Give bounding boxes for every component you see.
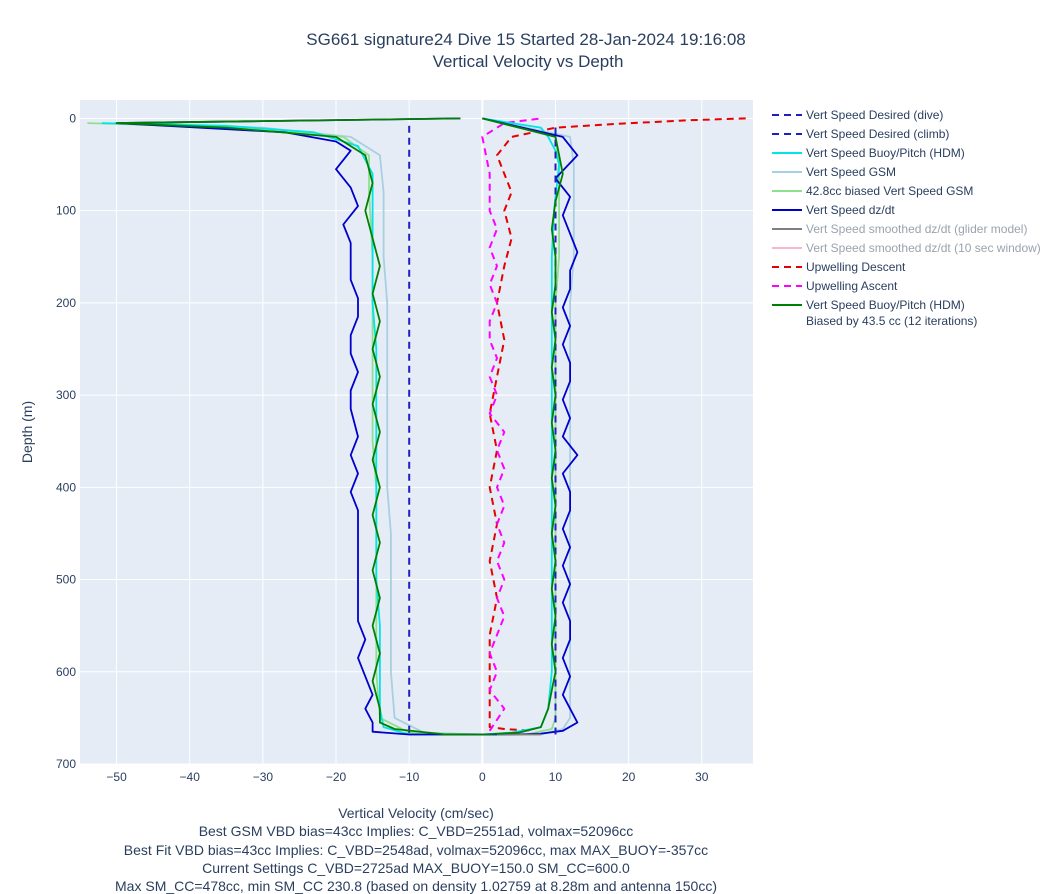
- x-tick-label: −40: [180, 770, 201, 784]
- legend-label: Vert Speed dz/dt: [806, 203, 895, 217]
- legend-item-upwelling-descent[interactable]: Upwelling Descent: [772, 260, 906, 274]
- chart-title: SG661 signature24 Dive 15 Started 28-Jan…: [306, 30, 745, 49]
- legend-label: Upwelling Descent: [806, 260, 906, 274]
- legend-item-vert-speed-smoothed-dz-dt-glider-model[interactable]: Vert Speed smoothed dz/dt (glider model): [772, 222, 1027, 236]
- legend-label: Vert Speed GSM: [806, 165, 896, 179]
- note-line-1: Best GSM VBD bias=43cc Implies: C_VBD=25…: [199, 823, 634, 839]
- legend-item-vert-speed-dz-dt[interactable]: Vert Speed dz/dt: [772, 203, 895, 217]
- x-tick-label: 20: [622, 770, 636, 784]
- legend-label: 42.8cc biased Vert Speed GSM: [806, 184, 973, 198]
- y-tick-label: 700: [56, 757, 76, 771]
- note-line-4: Max SM_CC=478cc, min SM_CC 230.8 (based …: [115, 878, 717, 894]
- note-line-2: Best Fit VBD bias=43cc Implies: C_VBD=25…: [124, 842, 708, 858]
- legend-label: Vert Speed smoothed dz/dt (10 sec window…: [806, 241, 1041, 255]
- legend-label: Vert Speed Buoy/Pitch (HDM): [806, 146, 965, 160]
- y-tick-label: 400: [56, 480, 76, 494]
- legend-label: Upwelling Ascent: [806, 279, 898, 293]
- legend-label: Vert Speed Buoy/Pitch (HDM): [806, 298, 965, 312]
- legend-item-upwelling-ascent[interactable]: Upwelling Ascent: [772, 279, 898, 293]
- legend-label: Vert Speed Desired (dive): [806, 108, 943, 122]
- series-layer: [87, 117, 746, 736]
- x-axis-title: Vertical Velocity (cm/sec): [338, 805, 494, 821]
- y-tick-label: 500: [56, 573, 76, 587]
- y-tick-label: 300: [56, 388, 76, 402]
- x-tick-label: −30: [253, 770, 274, 784]
- x-tick-label: −20: [326, 770, 347, 784]
- y-tick-label: 200: [56, 296, 76, 310]
- grid: [80, 100, 753, 765]
- series-line-upwelling-ascent: [481, 117, 542, 732]
- x-tick-label: 0: [479, 770, 486, 784]
- y-tick-label: 600: [56, 665, 76, 679]
- legend-item-vert-speed-buoy-pitch-hdm-biased-by-43-5-cc-12-iterations[interactable]: Vert Speed Buoy/Pitch (HDM) Biased by 43.…: [772, 298, 977, 328]
- series-line-upwelling-descent: [488, 117, 746, 732]
- x-tick-label: 10: [549, 770, 563, 784]
- x-tick-label: 30: [695, 770, 709, 784]
- legend-item-vert-speed-desired-dive[interactable]: Vert Speed Desired (dive): [772, 108, 943, 122]
- note-line-3: Current Settings C_VBD=2725ad MAX_BUOY=1…: [202, 860, 630, 876]
- y-tick-label: 0: [69, 111, 76, 125]
- legend-item-vert-speed-buoy-pitch-hdm[interactable]: Vert Speed Buoy/Pitch (HDM): [772, 146, 965, 160]
- legend-item-vert-speed-smoothed-dz-dt-10-sec-window[interactable]: Vert Speed smoothed dz/dt (10 sec window…: [772, 241, 1041, 255]
- legend: Vert Speed Desired (dive) Vert Speed Desi…: [772, 108, 1041, 328]
- series-line-vert-speed-buoy-pitch-hdm-biased-by-43-5-cc-12-iterations: [115, 117, 564, 736]
- x-tick-label: −50: [106, 770, 127, 784]
- plot-area: [80, 100, 753, 764]
- y-axis-title: Depth (m): [19, 401, 35, 463]
- legend-label: Vert Speed smoothed dz/dt (glider model): [806, 222, 1027, 236]
- legend-item-42-8cc-biased-vert-speed-gsm[interactable]: 42.8cc biased Vert Speed GSM: [772, 184, 973, 198]
- legend-label: Vert Speed Desired (climb): [806, 127, 949, 141]
- y-tick-label: 100: [56, 204, 76, 218]
- axis-ticks: −50 −40 −30 −20 −10 0 10 20 30010020030040050060…: [56, 111, 709, 784]
- legend-item-vert-speed-gsm[interactable]: Vert Speed GSM: [772, 165, 896, 179]
- legend-item-vert-speed-desired-climb[interactable]: Vert Speed Desired (climb): [772, 127, 949, 141]
- legend-label-line-2: Biased by 43.5 cc (12 iterations): [806, 314, 977, 328]
- chart-subtitle: Vertical Velocity vs Depth: [433, 52, 624, 71]
- x-tick-label: −10: [399, 770, 420, 784]
